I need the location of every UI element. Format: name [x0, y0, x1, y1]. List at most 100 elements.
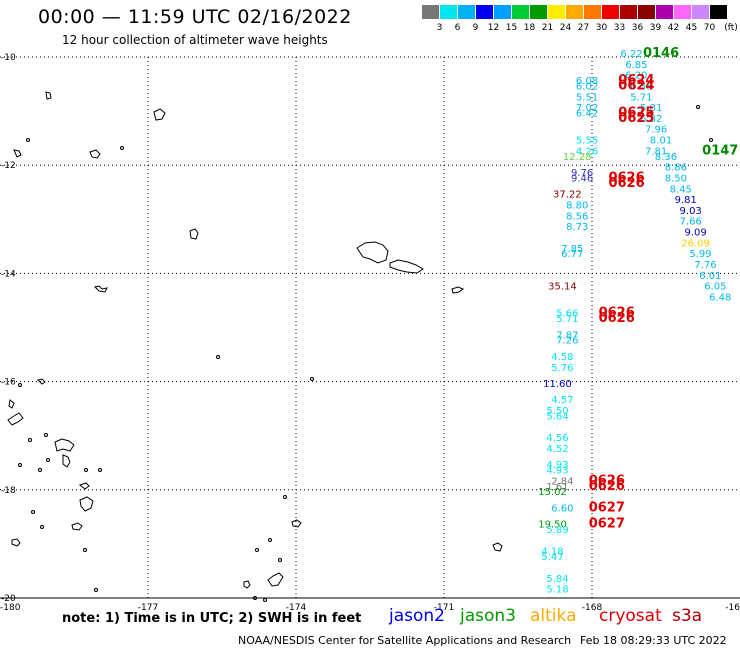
- wave-height-label: 5.81: [640, 103, 662, 114]
- legend-swatch: [422, 5, 439, 19]
- wave-height-label: 5.71: [630, 92, 652, 103]
- island-outline: [267, 572, 284, 587]
- island-outline: [451, 286, 465, 294]
- legend-label: 27: [577, 23, 590, 33]
- island-outline: [153, 108, 166, 121]
- wave-height-label: 6.08: [576, 76, 598, 87]
- wave-height-label: 4.18: [541, 547, 563, 558]
- legend-swatch: [512, 5, 529, 19]
- wave-height-label: 4.52: [546, 444, 568, 455]
- island-outline: [37, 378, 46, 385]
- y-tick-label: -10: [1, 53, 16, 63]
- pass-time-label: 0626: [589, 473, 625, 488]
- wave-height-label: 4.56: [546, 433, 568, 444]
- legend-label: 36: [631, 23, 644, 33]
- wave-height-label: 5.84: [546, 574, 568, 585]
- island-outline: [11, 538, 21, 547]
- wave-height-label: 5.18: [546, 585, 568, 596]
- legend-swatch: [440, 5, 457, 19]
- wave-height-label: 8.45: [670, 184, 692, 195]
- island-outline: [389, 259, 424, 274]
- islet: [44, 433, 48, 437]
- wave-height-label: 5.47: [541, 552, 563, 563]
- legend-label: 33: [613, 23, 626, 33]
- islet: [263, 598, 267, 602]
- island-outline: [492, 542, 503, 552]
- y-tick-label: -12: [1, 161, 16, 171]
- wave-height-label: 15.02: [538, 487, 567, 498]
- pass-time-label: 0147: [702, 143, 738, 158]
- legend-swatch: [638, 5, 655, 19]
- wave-height-label: 5.89: [546, 525, 568, 536]
- legend-swatch: [566, 5, 583, 19]
- islet: [283, 495, 287, 499]
- y-tick-label: -14: [1, 269, 16, 279]
- pass-time-label: 0625: [618, 106, 654, 121]
- legend-swatch: [530, 5, 547, 19]
- wave-height-label: 7.85: [561, 244, 583, 255]
- islet: [253, 596, 257, 600]
- wave-height-label: 7.87: [556, 330, 578, 341]
- islet: [310, 377, 314, 381]
- wave-height-label: 9.03: [680, 206, 702, 217]
- island-outline: [62, 454, 71, 468]
- wave-height-label: 6.20: [625, 71, 647, 82]
- wave-height-label: 8.73: [566, 222, 588, 233]
- wave-height-label: 37.22: [553, 190, 582, 201]
- island-outline: [78, 482, 90, 490]
- wave-height-label: 6.82: [640, 114, 662, 125]
- wave-height-label: 5.76: [551, 363, 573, 374]
- island-outline: [79, 496, 94, 512]
- map-grid: [0, 56, 740, 599]
- time-labels: 0146062406240625062501470626062606260626…: [589, 46, 739, 532]
- credit-text: NOAA/NESDIS Center for Satellite Applica…: [238, 634, 572, 647]
- wave-height-label: 6.42: [576, 109, 598, 120]
- y-tick-label: -18: [1, 486, 16, 496]
- wave-height-label: 7.26: [556, 336, 578, 347]
- legend-label: 9: [472, 23, 479, 33]
- wave-height-label: 8.56: [566, 211, 588, 222]
- pass-time-label: 0624: [618, 78, 654, 93]
- islet: [18, 463, 22, 467]
- wave-height-label: 5.64: [546, 411, 568, 422]
- legend-label: 24: [559, 23, 572, 33]
- generation-timestamp: Feb 18 08:29:33 UTC 2022: [580, 634, 727, 647]
- wave-height-label: 4.93: [546, 460, 568, 471]
- x-tick-label: -171: [434, 603, 454, 613]
- legend-swatch: [548, 5, 565, 19]
- wave-height-label: 35.14: [548, 282, 577, 293]
- legend-unit: (ft): [724, 23, 738, 33]
- islet: [278, 558, 282, 562]
- x-tick-label: -16: [725, 603, 740, 613]
- wave-height-label: 6.60: [551, 503, 573, 514]
- island-outline: [8, 399, 15, 409]
- island-outline: [356, 241, 389, 264]
- pass-time-label: 0146: [643, 46, 679, 61]
- island-outline: [7, 412, 24, 426]
- island-outline: [45, 91, 52, 100]
- legend-label: 70: [703, 23, 716, 33]
- pass-time-label: 0625: [618, 111, 654, 126]
- pass-time-label: 0626: [608, 170, 644, 185]
- wave-height-label: 8.50: [665, 173, 687, 184]
- wave-height-label: 6.02: [576, 81, 598, 92]
- wave-height-points: 6.226.856.206.086.02 6.385.51 5.715.817.02…: [538, 49, 731, 596]
- legend-swatch: [458, 5, 475, 19]
- pass-time-label: 0627: [589, 500, 625, 515]
- wave-height-label: 7.96: [645, 125, 667, 136]
- island-outline: [243, 580, 251, 589]
- wave-height-label: 6.38: [630, 81, 652, 92]
- satellite-s3a: s3a: [672, 606, 703, 626]
- island-outline: [54, 438, 75, 452]
- x-tick-label: -180: [0, 603, 21, 613]
- wave-height-label: 19.50: [538, 520, 567, 531]
- islet: [26, 138, 30, 142]
- wave-height-label: 8.36: [655, 152, 677, 163]
- wave-height-label: 11.60: [543, 379, 572, 390]
- wave-height-label: 7.66: [680, 217, 702, 228]
- y-tick-label: -16: [1, 378, 16, 388]
- wave-height-label: 4.26: [576, 146, 598, 157]
- legend-swatch: [476, 5, 493, 19]
- wave-height-label: 6.01: [699, 271, 721, 282]
